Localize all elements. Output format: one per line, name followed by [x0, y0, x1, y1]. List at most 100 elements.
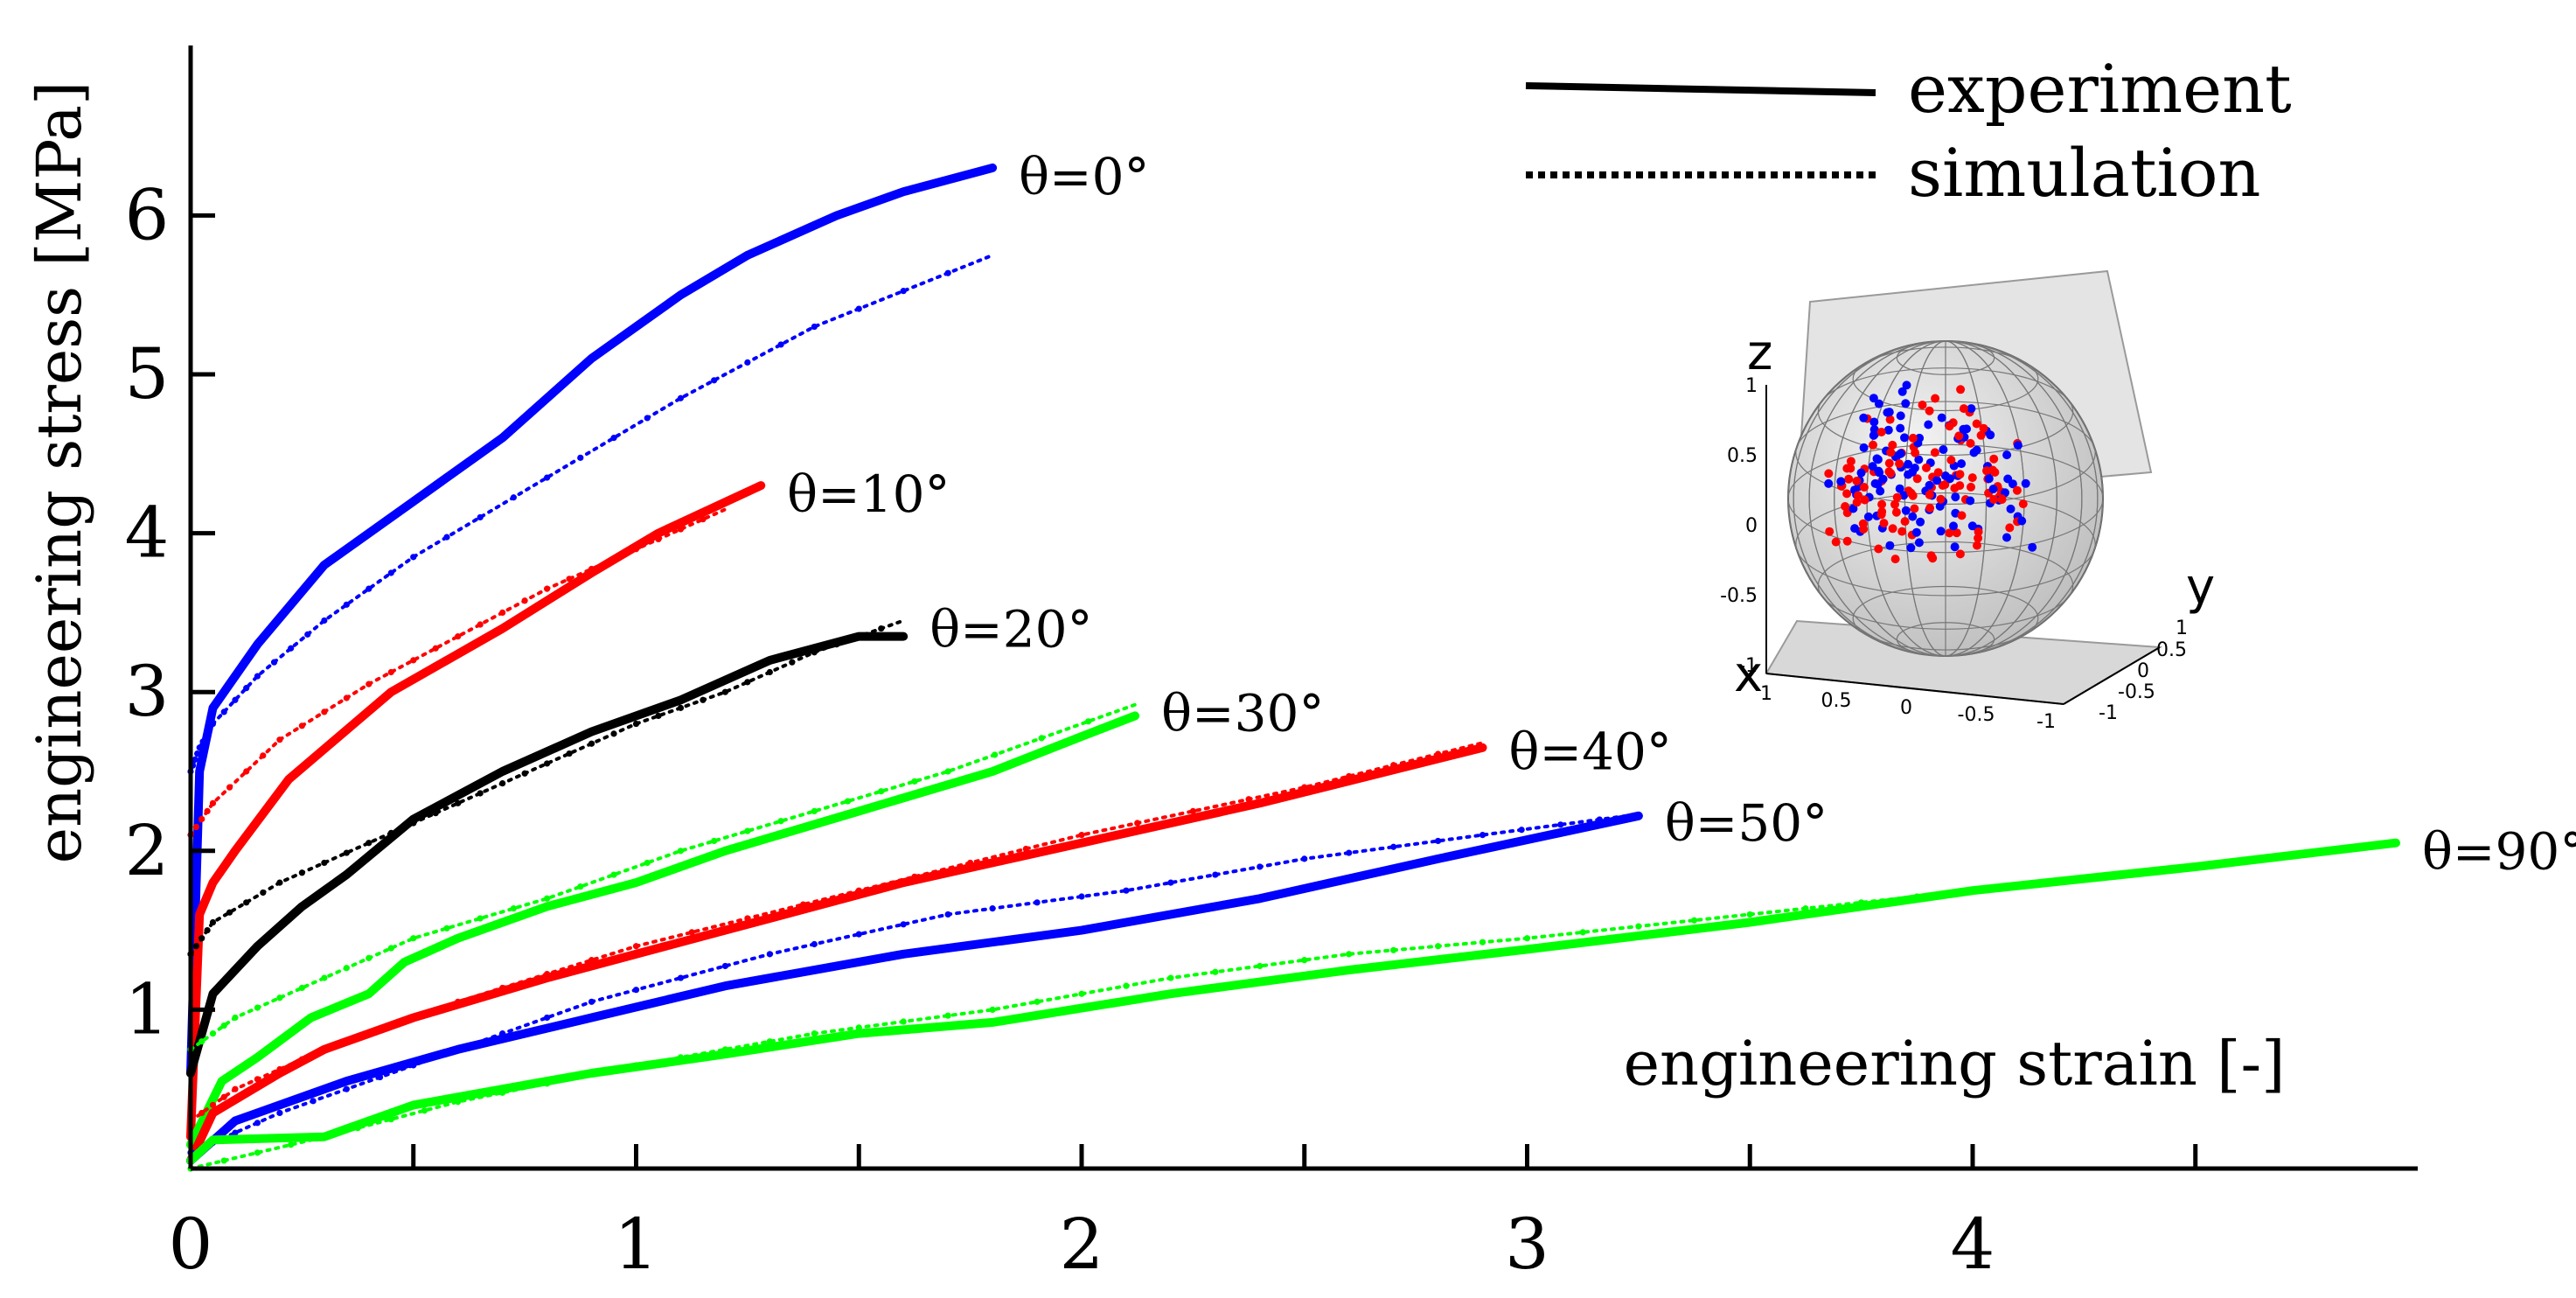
sphere-data-point	[1928, 554, 1938, 563]
series-theta-90-sim-marker	[989, 1006, 996, 1013]
series-theta-50-sim-marker	[811, 940, 818, 948]
series-theta-40-sim-marker	[1022, 845, 1029, 853]
series-theta-30-sim-marker	[387, 945, 394, 952]
series-theta-0-sim-marker	[544, 474, 551, 481]
series-theta-10-sim-marker	[432, 645, 439, 652]
inset-y-tick-label: -0.5	[2118, 681, 2155, 703]
sphere-data-point	[1890, 555, 1900, 564]
series-theta-50-sim-marker	[1123, 887, 1130, 894]
series-theta-40-sim-marker	[220, 1093, 227, 1100]
series-theta-0-sim-marker	[232, 696, 239, 703]
series-layer	[186, 163, 2400, 1172]
series-theta-40-sim-marker	[1245, 796, 1252, 803]
series-theta-40-sim-marker	[1189, 807, 1196, 815]
sphere-data-point	[1951, 492, 1960, 502]
series-theta-0-sim-marker	[410, 554, 417, 561]
series-theta-50-sim-marker	[855, 931, 862, 938]
series-theta-50-sim-marker	[1301, 855, 1308, 862]
sphere-longitude-line	[1793, 340, 2099, 657]
series-theta-30-sim-marker	[1085, 718, 1092, 725]
series-theta-20-sim-marker	[198, 935, 205, 942]
series-theta-20-sim-marker	[588, 740, 595, 747]
series-theta-40-sim-marker	[632, 943, 640, 950]
series-theta-50-sim-marker	[1346, 849, 1353, 856]
series-theta-90-sim-marker	[1523, 935, 1531, 942]
series-theta-30-sim-marker	[198, 1038, 205, 1045]
series-theta-30-simulation-line	[189, 702, 1138, 1051]
sphere-data-point	[1954, 431, 1964, 441]
sphere-data-point	[1940, 471, 1950, 480]
series-theta-0-sim-marker	[254, 673, 261, 680]
series-theta-90-sim-marker	[220, 1157, 227, 1164]
sphere-data-point	[1967, 404, 1976, 414]
series-theta-90-sim-marker	[1390, 946, 1397, 953]
series-theta-50-sim-marker	[1212, 871, 1219, 878]
series-theta-90-sim-marker	[1346, 951, 1353, 958]
sphere-data-point	[1936, 527, 1946, 536]
sphere-data-point	[1904, 459, 1913, 469]
ticks-layer: 0 1 2 3 4 1 2 3 4 5 6	[125, 174, 2198, 1285]
series-theta-50-sim-marker	[1518, 827, 1525, 834]
series-theta-0-sim-marker	[900, 288, 907, 295]
series-theta-30-sim-marker	[577, 883, 584, 890]
series-theta-0-sim-marker	[270, 659, 278, 666]
sphere-data-point	[1859, 443, 1869, 452]
legend-experiment-label: experiment	[1908, 50, 2292, 128]
series-theta-30-sim-marker	[254, 1004, 261, 1011]
series-theta-20-sim-marker	[721, 688, 729, 695]
series-theta-90-sim-marker	[1435, 943, 1442, 950]
series-theta-20-sim-marker	[455, 799, 462, 806]
series-theta-20-sim-marker	[366, 840, 372, 847]
series-theta-10-sim-marker	[343, 694, 350, 701]
sphere-data-point	[1967, 482, 1975, 492]
sphere-data-point	[1984, 474, 1994, 484]
sphere-data-point	[1988, 485, 1998, 494]
series-theta-20-sim-marker	[343, 849, 350, 856]
sphere-data-point	[1884, 467, 1894, 477]
series-theta-10-sim-marker	[243, 768, 250, 775]
series-theta-50-sim-marker	[1557, 821, 1564, 828]
series-theta-20-sim-marker	[700, 696, 707, 703]
sphere-data-point	[1888, 524, 1897, 534]
sphere-data-point	[1859, 483, 1869, 492]
series-theta-50-sim-marker	[544, 1014, 551, 1022]
series-label-theta-50: θ=50°	[1665, 793, 1828, 853]
sphere-data-point	[1908, 512, 1918, 521]
series-theta-20-sim-marker	[766, 668, 773, 676]
series-theta-30-sim-marker	[220, 1022, 227, 1029]
series-theta-50-sim-marker	[1435, 837, 1442, 845]
sphere-data-point	[1924, 420, 1933, 429]
sphere-data-point	[1844, 474, 1854, 484]
sphere-data-point	[1959, 424, 1968, 434]
y-tick-label-4: 4	[125, 492, 170, 574]
sphere-data-point	[1900, 517, 1910, 527]
y-tick-label-5: 5	[125, 333, 170, 415]
series-theta-30-sim-marker	[321, 974, 328, 981]
series-theta-40-sim-marker	[198, 1109, 205, 1117]
series-theta-40-sim-marker	[688, 929, 695, 936]
sphere-data-point	[1876, 510, 1886, 520]
sphere-data-point	[1982, 466, 1991, 476]
sphere-data-point	[1908, 433, 1918, 443]
sphere-data-point	[1914, 538, 1924, 548]
inset-x-tick-label: -0.5	[1958, 704, 1995, 726]
sphere-data-point	[1888, 440, 1897, 450]
sphere-data-point	[1925, 490, 1934, 499]
series-theta-0-sim-marker	[510, 494, 517, 501]
inset-z-tick-label: 0.5	[1727, 445, 1758, 467]
sphere-data-point	[1841, 502, 1850, 511]
sphere-data-point	[1883, 425, 1893, 435]
series-theta-50-sim-marker	[944, 911, 951, 918]
sphere-data-point	[1873, 455, 1883, 464]
series-theta-90-experiment-line	[186, 838, 2400, 1165]
series-theta-10-sim-marker	[209, 799, 217, 806]
sphere-data-point	[1939, 445, 1948, 454]
y-tick-label-1: 1	[125, 968, 170, 1050]
series-theta-50-sim-marker	[343, 1085, 350, 1092]
series-theta-0-sim-marker	[577, 454, 584, 461]
series-theta-20-sim-marker	[192, 943, 199, 950]
sphere-data-point	[1896, 423, 1905, 433]
sphere-data-point	[1868, 462, 1877, 471]
series-theta-90-sim-marker	[1034, 998, 1041, 1005]
sphere-data-point	[1824, 478, 1834, 488]
